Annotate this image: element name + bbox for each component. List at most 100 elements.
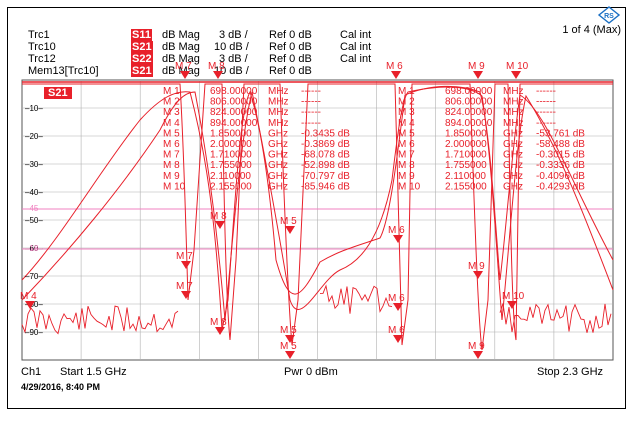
- y-tick-label: –90–: [25, 328, 43, 337]
- scale-3[interactable]: 3 dB /: [219, 53, 248, 65]
- start-frequency[interactable]: Start 1.5 GHz: [60, 366, 127, 378]
- svg-text:RS: RS: [604, 13, 614, 20]
- power-level[interactable]: Pwr 0 dBm: [284, 366, 338, 378]
- marker-tables: M 1 698.00000 MHz ------ M 2 806.00000 MHz ----…: [163, 86, 585, 192]
- marker-flag-label[interactable]: M 10: [506, 61, 529, 72]
- param-box-1[interactable]: S11: [131, 29, 152, 41]
- marker-flag-label[interactable]: M 7: [176, 251, 193, 262]
- param-box-4[interactable]: S21: [131, 65, 153, 77]
- format-2[interactable]: dB Mag: [162, 41, 200, 53]
- marker-row-left: MHz: [268, 107, 289, 118]
- marker-row-left: 1.850000: [210, 128, 252, 139]
- marker-flag-icon: [473, 271, 483, 279]
- marker-row-right: 698.00000: [445, 86, 493, 97]
- marker-row-left: ------: [301, 107, 321, 118]
- marker-flag-label[interactable]: M 9: [468, 341, 485, 352]
- trace-s11: [21, 85, 614, 331]
- marker-flag-label[interactable]: M 9: [468, 261, 485, 272]
- y-tick-label: –60–: [25, 244, 43, 253]
- marker-row-right: 1.850000: [445, 128, 487, 139]
- marker-flag-label[interactable]: M 10: [502, 291, 525, 302]
- ref-3[interactable]: Ref 0 dB: [269, 53, 312, 65]
- marker-flag-icon: [25, 301, 35, 309]
- page-indicator[interactable]: 1 of 4 (Max): [562, 24, 621, 36]
- marker-row-right: MHz: [503, 118, 524, 129]
- marker-flag-label[interactable]: M 6: [388, 293, 405, 304]
- y-tick-label: –80–: [25, 300, 43, 309]
- trace-name-1[interactable]: Trc1: [28, 29, 50, 41]
- marker-flag-label[interactable]: M 5: [280, 216, 297, 227]
- scale-4[interactable]: 10 dB /: [214, 65, 249, 77]
- marker-row-left: M 8: [163, 160, 180, 171]
- marker-flag-icon: [511, 71, 521, 79]
- marker-flag-icon: [473, 71, 483, 79]
- limit-label: –45–: [25, 204, 43, 213]
- marker-row-right: M 10: [398, 181, 421, 192]
- trace-name-3[interactable]: Trc12: [28, 53, 56, 65]
- marker-flag-icon: [391, 71, 401, 79]
- marker-flag-label[interactable]: M 6: [388, 325, 405, 336]
- format-3[interactable]: dB Mag: [162, 53, 200, 65]
- marker-row-right: M 1: [398, 86, 415, 97]
- marker-row-left: GHz: [268, 160, 288, 171]
- marker-row-right: ------: [536, 107, 556, 118]
- marker-row-right: M 2: [398, 97, 415, 108]
- marker-row-right: MHz: [503, 107, 524, 118]
- y-tick-label: –10–: [25, 104, 43, 113]
- marker-row-right: M 5: [398, 128, 415, 139]
- scale-1[interactable]: 3 dB /: [219, 29, 248, 41]
- marker-flag-label[interactable]: M 8: [210, 317, 227, 328]
- ref-4[interactable]: Ref 0 dB: [269, 65, 312, 77]
- marker-row-left: -0.3869 dB: [301, 139, 350, 150]
- param-box-2[interactable]: S21: [131, 41, 153, 53]
- stop-frequency[interactable]: Stop 2.3 GHz: [537, 366, 604, 378]
- trace-name-4[interactable]: Mem13[Trc10]: [28, 65, 99, 77]
- marker-flag-label[interactable]: M 6: [386, 61, 403, 72]
- marker-row-right: -0.3015 dB: [536, 150, 585, 161]
- y-tick-label: –40–: [25, 188, 43, 197]
- marker-flag-icon: [285, 351, 295, 359]
- marker-flag-label[interactable]: M 7: [175, 61, 192, 72]
- marker-row-right: -53.761 dB: [536, 128, 585, 139]
- cal-3: Cal int: [340, 53, 372, 65]
- marker-row-left: 806.00000: [210, 97, 258, 108]
- marker-row-left: -68.078 dB: [301, 150, 350, 161]
- marker-flag-icon: [473, 351, 483, 359]
- marker-flag-icon: [215, 221, 225, 229]
- marker-flag-label[interactable]: M 8: [210, 211, 227, 222]
- marker-flag-label[interactable]: M 7: [176, 281, 193, 292]
- marker-row-right: 2.155000: [445, 181, 487, 192]
- marker-row-right: 2.110000: [445, 171, 486, 182]
- marker-row-left: 2.155000: [210, 181, 252, 192]
- timestamp: 4/29/2016, 8:40 PM: [21, 382, 101, 392]
- cal-1: Cal int: [340, 29, 372, 41]
- param-box-3[interactable]: S22: [131, 53, 153, 65]
- scale-2[interactable]: 10 dB /: [214, 41, 249, 53]
- marker-flag-icon: [393, 335, 403, 343]
- marker-flag-icon: [180, 71, 190, 79]
- cal-2: Cal int: [340, 41, 372, 53]
- marker-row-left: -70.797 dB: [301, 171, 350, 182]
- marker-row-left: MHz: [268, 118, 289, 129]
- marker-flag-label[interactable]: M 5: [280, 325, 297, 336]
- marker-row-left: 698.00000: [210, 86, 258, 97]
- trace-name-2[interactable]: Trc10: [28, 41, 56, 53]
- marker-flag-label[interactable]: M 9: [468, 61, 485, 72]
- active-trace-label[interactable]: S21: [44, 87, 72, 99]
- format-1[interactable]: dB Mag: [162, 29, 200, 41]
- ref-1[interactable]: Ref 0 dB: [269, 29, 312, 41]
- marker-row-left: 1.755000: [210, 160, 252, 171]
- marker-row-left: M 6: [163, 139, 180, 150]
- marker-row-right: GHz: [503, 128, 523, 139]
- marker-flag-label[interactable]: M 4: [20, 291, 37, 302]
- marker-flag-label[interactable]: M 8: [208, 61, 225, 72]
- analyzer-screen: [7, 7, 626, 409]
- marker-row-left: MHz: [268, 97, 289, 108]
- marker-flag-label[interactable]: M 5: [280, 341, 297, 352]
- marker-row-right: M 7: [398, 150, 415, 161]
- marker-flag-label[interactable]: M 6: [388, 225, 405, 236]
- ref-2[interactable]: Ref 0 dB: [269, 41, 312, 53]
- marker-row-right: M 9: [398, 171, 415, 182]
